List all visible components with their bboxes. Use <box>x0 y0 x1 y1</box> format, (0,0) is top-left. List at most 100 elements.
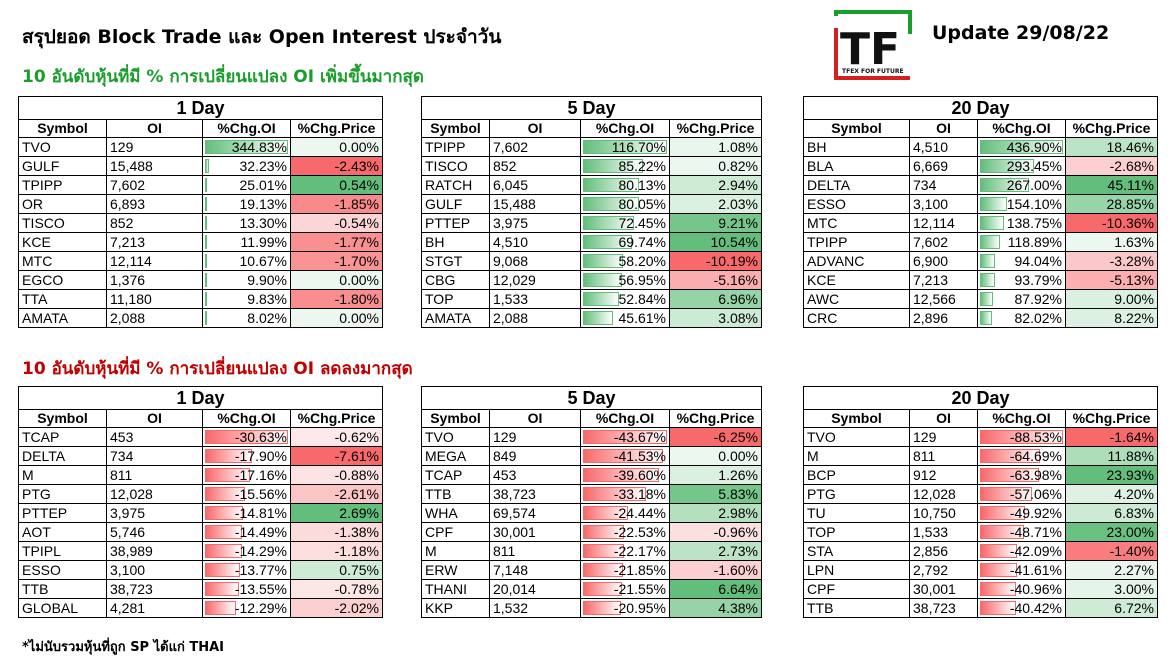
chg-price-cell: -2.68% <box>1065 156 1158 176</box>
chg-oi-cell: -24.44% <box>580 503 670 523</box>
chg-oi-bar <box>980 140 1063 154</box>
table-row: MTC 12,114 138.75% -10.36% <box>803 213 1158 233</box>
decrease-table-20-day: 20 Day Symbol OI %Chg.OI %Chg.Price TVO 129 -88… <box>803 386 1158 618</box>
chg-oi-bar <box>205 525 243 539</box>
symbol-cell: TVO <box>18 137 107 157</box>
table-row: EGCO 1,376 9.90% 0.00% <box>18 270 383 290</box>
chg-oi-cell: 87.92% <box>977 289 1066 309</box>
oi-cell: 129 <box>489 427 581 447</box>
table-row: TOP 1,533 52.84% 6.96% <box>421 289 762 309</box>
increase-table-1-day: 1 Day Symbol OI %Chg.OI %Chg.Price TVO 129 344.… <box>18 96 383 328</box>
chg-oi-value: 93.79% <box>1014 272 1062 288</box>
chg-oi-value: -14.81% <box>234 505 287 521</box>
chg-price-cell: 18.46% <box>1065 137 1158 157</box>
chg-oi-value: -12.29% <box>234 600 287 616</box>
table-row: RATCH 6,045 80.13% 2.94% <box>421 175 762 195</box>
chg-oi-bar <box>205 235 207 249</box>
chg-oi-value: 138.75% <box>1006 215 1062 231</box>
table-row: PTTEP 3,975 -14.81% 2.69% <box>18 503 383 523</box>
chg-oi-cell: 293.45% <box>977 156 1066 176</box>
chg-oi-bar <box>583 487 646 501</box>
symbol-cell: TISCO <box>18 213 107 233</box>
chg-oi-value: -40.42% <box>1009 600 1062 616</box>
table-row: CPF 30,001 -40.96% 3.00% <box>803 579 1158 599</box>
column-header: Symbol <box>421 119 490 138</box>
chg-oi-cell: -20.95% <box>580 598 670 618</box>
chg-oi-bar <box>980 563 1017 577</box>
chg-price-cell: 2.73% <box>669 541 762 561</box>
chg-oi-cell: -41.53% <box>580 446 670 466</box>
chg-oi-cell: 80.05% <box>580 194 670 214</box>
oi-cell: 30,001 <box>489 522 581 542</box>
symbol-cell: TTB <box>421 484 490 504</box>
symbol-cell: TPIPP <box>421 137 490 157</box>
column-header: OI <box>106 409 203 428</box>
symbol-cell: MTC <box>18 251 107 271</box>
oi-cell: 849 <box>489 446 581 466</box>
chg-price-cell: -0.96% <box>669 522 762 542</box>
symbol-cell: KCE <box>18 232 107 252</box>
table-row: OR 6,893 19.13% -1.85% <box>18 194 383 214</box>
chg-oi-bar <box>980 430 1063 444</box>
oi-cell: 811 <box>489 541 581 561</box>
chg-oi-cell: 8.02% <box>202 308 291 328</box>
table-row: BH 4,510 436.90% 18.46% <box>803 137 1158 157</box>
chg-price-cell: 0.00% <box>290 308 383 328</box>
chg-oi-cell: -17.90% <box>202 446 291 466</box>
chg-price-cell: -2.61% <box>290 484 383 504</box>
column-header: Symbol <box>18 409 107 428</box>
oi-cell: 3,975 <box>489 213 581 233</box>
column-header: Symbol <box>803 409 910 428</box>
table-row: TTA 11,180 9.83% -1.80% <box>18 289 383 309</box>
chg-oi-cell: -21.85% <box>580 560 670 580</box>
table-row: GLOBAL 4,281 -12.29% -2.02% <box>18 598 383 618</box>
chg-price-cell: -0.54% <box>290 213 383 233</box>
chg-oi-cell: 80.13% <box>580 175 670 195</box>
chg-oi-value: -41.61% <box>1009 562 1062 578</box>
increase-table-20-day: 20 Day Symbol OI %Chg.OI %Chg.Price BH 4,510 43… <box>803 96 1158 328</box>
symbol-cell: ERW <box>421 560 490 580</box>
chg-price-cell: -10.36% <box>1065 213 1158 233</box>
chg-price-cell: 1.08% <box>669 137 762 157</box>
chg-oi-value: -14.29% <box>234 543 287 559</box>
chg-oi-bar <box>980 468 1039 482</box>
oi-cell: 3,975 <box>106 503 203 523</box>
chg-price-cell: 11.88% <box>1065 446 1158 466</box>
column-header: OI <box>909 119 978 138</box>
chg-price-cell: -6.25% <box>669 427 762 447</box>
chg-oi-cell: 69.74% <box>580 232 670 252</box>
chg-oi-value: 19.13% <box>239 196 287 212</box>
chg-oi-bar <box>980 544 1018 558</box>
column-header: %Chg.Price <box>290 409 383 428</box>
chg-price-cell: -1.38% <box>290 522 383 542</box>
chg-price-cell: 1.26% <box>669 465 762 485</box>
chg-oi-cell: -14.49% <box>202 522 291 542</box>
chg-oi-value: -22.53% <box>613 524 666 540</box>
chg-oi-cell: -14.29% <box>202 541 291 561</box>
chg-oi-cell: -48.71% <box>977 522 1066 542</box>
column-header: %Chg.Price <box>669 409 762 428</box>
chg-oi-cell: -41.61% <box>977 560 1066 580</box>
chg-oi-bar <box>980 178 1030 192</box>
chg-oi-bar <box>980 487 1033 501</box>
symbol-cell: BH <box>421 232 490 252</box>
chg-oi-value: 9.90% <box>247 272 287 288</box>
oi-cell: 1,533 <box>909 522 978 542</box>
symbol-cell: PTG <box>18 484 107 504</box>
symbol-cell: CRC <box>803 308 910 328</box>
symbol-cell: PTTEP <box>421 213 490 233</box>
oi-cell: 12,566 <box>909 289 978 309</box>
chg-oi-cell: 32.23% <box>202 156 291 176</box>
column-header: %Chg.OI <box>202 409 291 428</box>
chg-price-cell: -0.78% <box>290 579 383 599</box>
chg-oi-value: -48.71% <box>1009 524 1062 540</box>
chg-oi-bar <box>583 544 624 558</box>
chg-oi-bar <box>205 273 207 287</box>
chg-oi-cell: 9.83% <box>202 289 291 309</box>
chg-oi-cell: 25.01% <box>202 175 291 195</box>
chg-oi-bar <box>980 292 994 306</box>
table-row: WHA 69,574 -24.44% 2.98% <box>421 503 762 523</box>
oi-cell: 2,856 <box>909 541 978 561</box>
oi-cell: 12,028 <box>106 484 203 504</box>
table-row: M 811 -64.69% 11.88% <box>803 446 1158 466</box>
